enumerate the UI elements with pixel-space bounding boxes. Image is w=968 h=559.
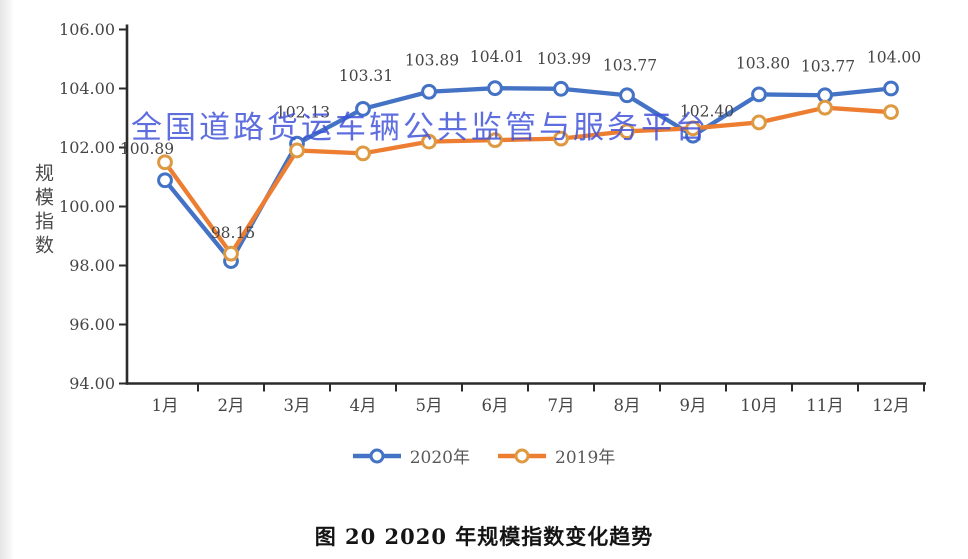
data-point-2020年 <box>817 87 833 104</box>
data-point-2020年 <box>421 83 437 100</box>
figure-caption: 图 20 2020 年规模指数变化趋势 <box>314 524 654 549</box>
y-tick-label: 104.00 <box>59 79 115 98</box>
legend-item-2020年: 2020年 <box>352 443 470 468</box>
y-tick-label: 106.00 <box>59 20 115 39</box>
data-label: 104.00 <box>867 49 921 67</box>
legend: 2020年 2019年 <box>0 443 968 468</box>
line-chart-svg: 106.00 104.00 102.00 100.00 98.00 96.00 94.00 1… <box>59 20 926 415</box>
y-tick-label: 100.00 <box>59 197 115 216</box>
data-label: 103.31 <box>339 67 393 85</box>
data-point-2019年 <box>685 120 701 137</box>
data-label: 103.77 <box>801 57 855 75</box>
legend-label: 2020年 <box>409 448 470 468</box>
legend-item-2019年: 2019年 <box>498 443 615 468</box>
data-point-2019年 <box>223 245 239 262</box>
data-point-2019年 <box>157 154 173 171</box>
data-point-2019年 <box>883 104 899 120</box>
y-tick-label: 96.00 <box>69 315 115 334</box>
y-tick-label: 102.00 <box>59 138 115 157</box>
data-point-2019年 <box>751 114 767 131</box>
legend-marker-icon <box>498 448 546 463</box>
data-label: 104.01 <box>470 48 524 66</box>
data-point-2020年 <box>355 100 371 117</box>
x-tick-label: 5月 <box>416 396 443 415</box>
data-label: 103.99 <box>537 50 591 68</box>
data-label: 102.40 <box>680 103 734 121</box>
x-tick-label: 4月 <box>350 396 377 415</box>
y-axis-title: 规模指数 <box>32 163 54 259</box>
x-tick-label: 1月 <box>152 396 179 415</box>
data-label: 103.80 <box>736 54 790 72</box>
data-point-2020年 <box>487 80 503 97</box>
data-point-2019年 <box>421 133 437 150</box>
data-point-2020年 <box>157 172 173 189</box>
data-point-2019年 <box>619 123 635 140</box>
x-tick-label: 8月 <box>614 396 641 415</box>
y-tick-label: 98.00 <box>69 256 115 275</box>
data-label: 100.89 <box>120 140 174 158</box>
legend-marker-icon <box>352 448 401 463</box>
data-point-2019年 <box>289 142 305 159</box>
data-point-2019年 <box>355 145 371 162</box>
x-tick-label: 10月 <box>740 396 778 415</box>
series-line-2020年 <box>162 86 894 264</box>
data-label: 103.77 <box>603 56 657 74</box>
data-point-2020年 <box>553 80 569 97</box>
data-label: 103.89 <box>405 52 459 70</box>
x-tick-label: 12月 <box>872 396 910 415</box>
data-label: 102.13 <box>276 104 330 122</box>
data-label: 98.15 <box>211 224 255 242</box>
x-tick-label: 9月 <box>680 396 707 415</box>
data-point-2020年 <box>883 80 899 97</box>
x-tick-label: 2月 <box>218 396 245 415</box>
data-point-2020年 <box>751 86 767 103</box>
x-tick-label: 7月 <box>548 396 575 415</box>
x-tick-label: 3月 <box>284 396 311 415</box>
x-tick-label: 6月 <box>482 396 509 415</box>
series-line-2019年 <box>162 105 894 256</box>
y-tick-label: 94.00 <box>69 374 115 393</box>
watermark: 全国道路货运车辆公共监管与服务平台 <box>131 110 709 145</box>
x-tick-label: 11月 <box>806 396 844 415</box>
data-point-2019年 <box>487 132 503 149</box>
data-point-2019年 <box>817 99 833 116</box>
data-point-2020年 <box>619 87 635 104</box>
legend-label: 2019年 <box>555 448 616 468</box>
data-point-2019年 <box>553 130 569 147</box>
